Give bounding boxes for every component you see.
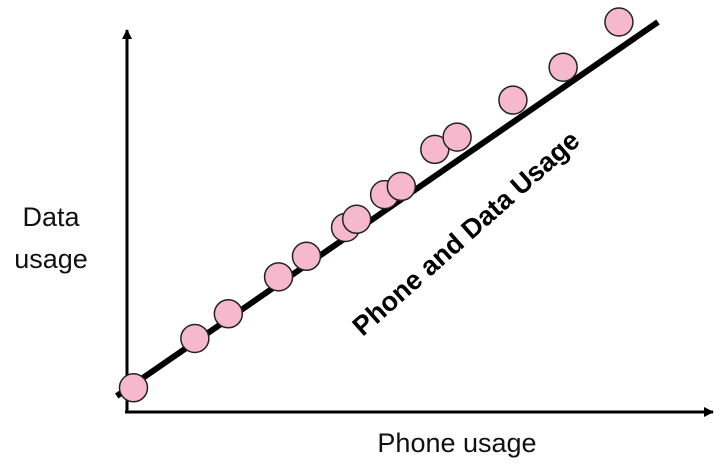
y-axis-title-line-1: Data [22,202,80,232]
data-point-1 [118,373,149,403]
data-point-10 [420,134,450,165]
data-points [118,7,634,403]
y-axis-title-line-2: usage [14,244,88,274]
data-point-12 [498,85,528,115]
data-point-3 [213,299,244,329]
data-point-9 [386,171,417,202]
x-axis-title: Phone usage [377,428,536,458]
data-point-11 [442,122,472,152]
data-point-13 [548,52,578,82]
data-point-14 [604,7,634,37]
data-point-4 [263,262,294,292]
data-point-5 [291,241,322,272]
data-point-7 [341,204,372,235]
data-point-2 [180,323,210,354]
